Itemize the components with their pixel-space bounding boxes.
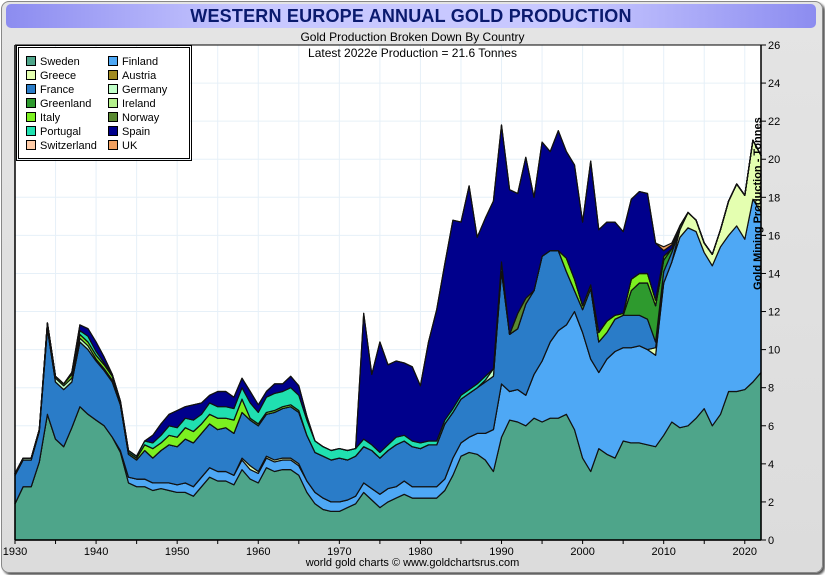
chart-title: WESTERN EUROPE ANNUAL GOLD PRODUCTION bbox=[190, 6, 632, 26]
legend-label: Greece bbox=[40, 70, 77, 82]
chart-subtitle: Gold Production Broken Down By Country bbox=[300, 30, 525, 44]
legend-swatch bbox=[26, 126, 36, 136]
legend-item-greece: Greece bbox=[26, 69, 76, 83]
legend-label: UK bbox=[122, 140, 138, 152]
legend-label: Finland bbox=[122, 56, 159, 68]
legend-label: Austria bbox=[122, 70, 157, 82]
legend-item-uk: UK bbox=[108, 139, 137, 153]
legend-item-spain: Spain bbox=[108, 125, 150, 139]
y-tick-label: 24 bbox=[768, 78, 780, 90]
y-axis-label: Gold Mining Production - Tonnes bbox=[752, 117, 764, 290]
x-tick-label: 2020 bbox=[733, 546, 757, 558]
legend-label: France bbox=[40, 84, 75, 96]
legend-label: Norway bbox=[122, 112, 160, 124]
legend-label: Ireland bbox=[122, 98, 156, 110]
legend-swatch bbox=[108, 56, 118, 66]
legend-item-sweden: Sweden bbox=[26, 55, 80, 69]
y-tick-label: 2 bbox=[768, 497, 774, 509]
y-tick-label: 0 bbox=[768, 535, 774, 547]
legend-swatch bbox=[108, 140, 118, 150]
x-tick-label: 1940 bbox=[84, 546, 108, 558]
legend-swatch bbox=[26, 70, 36, 80]
y-tick-label: 6 bbox=[768, 421, 774, 433]
legend-swatch bbox=[108, 126, 118, 136]
legend-swatch bbox=[26, 84, 36, 94]
legend-item-finland: Finland bbox=[108, 55, 158, 69]
legend-swatch bbox=[108, 70, 118, 80]
legend-swatch bbox=[108, 112, 118, 122]
x-tick-label: 1930 bbox=[3, 546, 27, 558]
legend-item-portugal: Portugal bbox=[26, 125, 81, 139]
legend-item-ireland: Ireland bbox=[108, 97, 156, 111]
legend-label: Greenland bbox=[40, 98, 92, 110]
legend-item-austria: Austria bbox=[108, 69, 156, 83]
y-tick-label: 26 bbox=[768, 40, 780, 52]
y-tick-label: 14 bbox=[768, 268, 780, 280]
legend-swatch bbox=[108, 84, 118, 94]
legend: Sweden Finland Greece Austria France Germany G… bbox=[16, 45, 192, 161]
y-tick-label: 18 bbox=[768, 192, 780, 204]
legend-label: Spain bbox=[122, 126, 151, 138]
x-tick-label: 1950 bbox=[165, 546, 189, 558]
x-tick-label: 2010 bbox=[651, 546, 675, 558]
legend-swatch bbox=[108, 98, 118, 108]
legend-label: Germany bbox=[122, 84, 168, 96]
y-tick-label: 20 bbox=[768, 154, 780, 166]
y-tick-label: 12 bbox=[768, 307, 780, 319]
title-bar: WESTERN EUROPE ANNUAL GOLD PRODUCTION bbox=[6, 4, 816, 28]
y-tick-label: 10 bbox=[768, 345, 780, 357]
y-tick-label: 8 bbox=[768, 383, 774, 395]
legend-item-germany: Germany bbox=[108, 83, 167, 97]
x-tick-label: 2000 bbox=[570, 546, 594, 558]
legend-item-greenland: Greenland bbox=[26, 97, 91, 111]
legend-swatch bbox=[26, 140, 36, 150]
x-tick-label: 1990 bbox=[489, 546, 513, 558]
legend-label: Sweden bbox=[40, 56, 80, 68]
x-tick-label: 1960 bbox=[246, 546, 270, 558]
legend-label: Portugal bbox=[40, 126, 81, 138]
x-tick-label: 1970 bbox=[327, 546, 351, 558]
y-tick-label: 16 bbox=[768, 230, 780, 242]
legend-swatch bbox=[26, 56, 36, 66]
legend-item-france: France bbox=[26, 83, 74, 97]
y-tick-label: 4 bbox=[768, 459, 774, 471]
legend-label: Switzerland bbox=[40, 140, 97, 152]
footer-credit: world gold charts © www.goldchartsrus.co… bbox=[305, 557, 520, 569]
legend-swatch bbox=[26, 112, 36, 122]
legend-item-italy: Italy bbox=[26, 111, 60, 125]
y-tick-label: 22 bbox=[768, 116, 780, 128]
legend-label: Italy bbox=[40, 112, 61, 124]
x-tick-label: 1980 bbox=[408, 546, 432, 558]
latest-production-annotation: Latest 2022e Production = 21.6 Tonnes bbox=[308, 46, 517, 60]
legend-swatch bbox=[26, 98, 36, 108]
legend-item-switzerland: Switzerland bbox=[26, 139, 97, 153]
legend-item-norway: Norway bbox=[108, 111, 159, 125]
